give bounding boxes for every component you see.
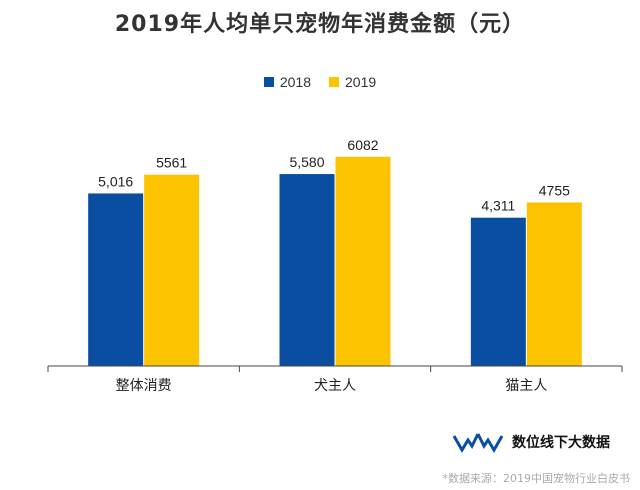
chart-title: 2019年人均单只宠物年消费金额（元） [114,12,526,37]
legend: 2018 2019 [0,74,640,90]
legend-label-2019: 2019 [345,74,377,90]
bar-2019-2 [526,202,582,366]
category-label-2: 猫主人 [505,378,547,394]
category-label-0: 整体消费 [116,378,172,394]
wave-logo-icon [452,433,504,453]
legend-item-2019: 2019 [329,74,376,90]
legend-item-2018: 2018 [263,74,311,90]
bar-chart: 5,016 5561 整体消费 5,580 6082 犬主人 4,311 4755 猫主人 [47,137,623,394]
source-note: *数据来源：2019中国宠物行业白皮书 [442,472,631,485]
data-label-2019-0: 5561 [156,155,187,171]
data-label-2019-1: 6082 [347,137,378,153]
category-label-1: 犬主人 [314,378,356,394]
bar-2018-0 [88,193,144,366]
bar-2019-0 [144,174,200,366]
bar-2019-1 [335,156,391,366]
legend-swatch-2019 [329,77,339,87]
brand-logo: 数位线下大数据 [452,430,610,454]
bar-2018-2 [470,217,526,366]
data-label-2018-1: 5,580 [289,154,324,170]
legend-label-2018: 2018 [279,74,311,90]
brand-name: 数位线下大数据 [512,435,610,451]
data-label-2018-2: 4,311 [481,198,515,214]
data-label-2019-2: 4755 [539,182,570,198]
bar-2018-1 [279,174,335,366]
legend-swatch-2018 [263,77,274,87]
data-label-2018-0: 5,016 [98,173,133,189]
